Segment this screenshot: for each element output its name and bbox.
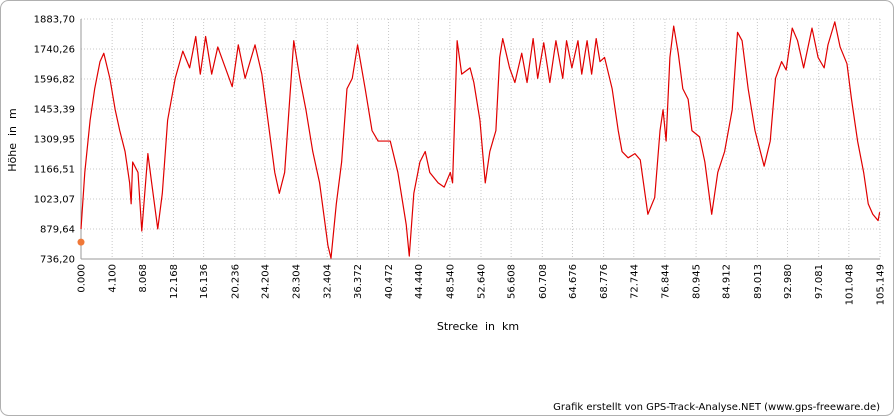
y-tick-label: 1453,39	[34, 104, 75, 115]
x-tick-label: 44.440	[414, 264, 425, 299]
x-tick-label: 92.980	[783, 264, 794, 299]
x-tick-label: 97.081	[814, 264, 825, 299]
x-axis-label: Strecke in km	[437, 320, 519, 333]
x-tick-label: 80.945	[692, 264, 703, 299]
x-tick-label: 20.236	[230, 264, 241, 299]
x-tick-label: 68.776	[599, 264, 610, 299]
x-tick-label: 4.100	[108, 264, 119, 293]
x-tick-label: 12.168	[169, 264, 180, 299]
x-tick-label: 64.676	[568, 264, 579, 299]
y-axis-label: Höhe in m	[6, 108, 19, 171]
y-tick-label: 1883,70	[34, 15, 75, 26]
x-tick-label: 72.744	[629, 264, 640, 299]
x-tick-label: 84.912	[722, 264, 733, 299]
x-tick-label: 76.844	[660, 264, 671, 299]
x-tick-label: 24.204	[260, 264, 271, 299]
x-tick-label: 8.068	[138, 264, 149, 293]
y-tick-label: 879,64	[40, 224, 75, 235]
x-tick-label: 28.304	[292, 264, 303, 299]
x-tick-label: 52.640	[476, 264, 487, 299]
x-tick-label: 0.000	[77, 264, 88, 293]
x-tick-label: 32.404	[323, 264, 334, 299]
y-tick-label: 1596,82	[34, 75, 75, 86]
y-tick-label: 736,20	[40, 255, 75, 266]
x-tick-label: 16.136	[199, 264, 210, 299]
x-tick-label: 48.540	[445, 264, 456, 299]
elevation-line	[80, 21, 881, 259]
x-tick-label: 56.608	[507, 264, 518, 299]
x-tick-label: 40.472	[384, 264, 395, 299]
x-tick-label: 101.048	[844, 264, 855, 305]
y-tick-label: 1023,07	[34, 195, 75, 206]
start-marker	[77, 238, 85, 246]
footer: Grafik erstellt von GPS-Track-Analyse.NE…	[553, 402, 880, 413]
x-tick-label: 89.013	[753, 264, 764, 299]
y-tick-label: 1166,51	[34, 165, 75, 176]
x-tick-label: 105.149	[876, 264, 887, 305]
y-tick-label: 1740,26	[34, 45, 75, 56]
y-tick-label: 1309,95	[34, 135, 75, 146]
x-tick-label: 60.708	[538, 264, 549, 299]
x-tick-label: 36.372	[353, 264, 364, 299]
